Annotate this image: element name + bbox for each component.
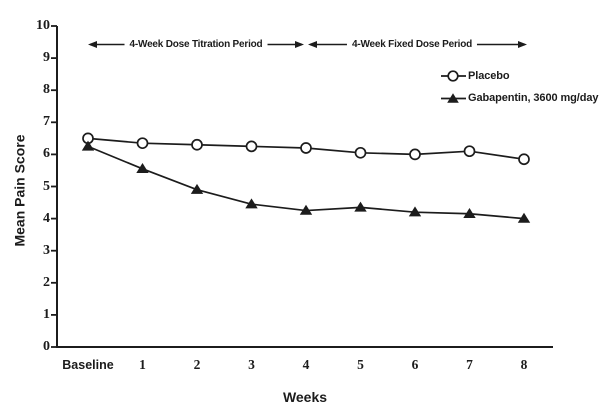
marker-open-circle-icon [463, 145, 476, 158]
x-tick-label-baseline: Baseline [62, 358, 114, 372]
marker-open-circle-icon [518, 153, 530, 166]
legend-label-placebo: Placebo [468, 70, 510, 82]
y-tick-label: 9 [43, 50, 50, 66]
x-tick-label: 8 [520, 357, 528, 372]
marker-filled-triangle-icon [299, 204, 313, 215]
y-tick-label: 6 [43, 146, 50, 162]
marker-open-circle-icon [136, 137, 149, 150]
marker-open-circle-icon [191, 138, 203, 151]
x-axis-title: Weeks [282, 389, 328, 405]
y-tick-label: 4 [43, 210, 50, 226]
x-tick-label: 2 [193, 357, 201, 372]
x-tick-label: 4 [302, 357, 310, 372]
legend-filled-triangle-icon [447, 93, 459, 103]
x-tick-label: 6 [411, 357, 419, 372]
y-tick-label: 2 [43, 274, 50, 290]
legend-open-circle-icon [447, 70, 459, 82]
marker-filled-triangle-icon [81, 140, 95, 151]
x-tick-label: 1 [139, 357, 146, 372]
annotation-fixed-dose-period: 4-Week Fixed Dose Period [346, 39, 478, 50]
marker-filled-triangle-icon [136, 163, 149, 174]
arrowhead-left-icon [308, 41, 317, 48]
marker-open-circle-icon [409, 148, 421, 161]
marker-filled-triangle-icon [463, 207, 476, 218]
marker-filled-triangle-icon [354, 201, 367, 212]
marker-open-circle-icon [300, 142, 312, 154]
y-tick-label: 8 [43, 82, 50, 98]
marker-filled-triangle-icon [408, 206, 422, 217]
annotation-dose-titration-period: 4-Week Dose Titration Period [124, 39, 268, 50]
marker-filled-triangle-icon [517, 212, 531, 223]
x-tick-label: 3 [248, 357, 255, 372]
marker-filled-triangle-icon [245, 198, 258, 209]
y-tick-label: 7 [43, 114, 50, 130]
marker-open-circle-icon [354, 146, 367, 159]
arrowhead-right-icon [295, 41, 304, 48]
arrowhead-right-icon [518, 41, 527, 48]
x-tick-label: 7 [466, 357, 473, 372]
marker-filled-triangle-icon [190, 183, 204, 194]
y-tick-label: 3 [43, 242, 50, 258]
x-tick-label: 5 [357, 357, 364, 372]
marker-open-circle-icon [245, 140, 258, 153]
y-tick-label: 10 [36, 18, 50, 33]
y-tick-label: 1 [43, 306, 50, 322]
y-tick-label: 5 [43, 178, 50, 194]
arrowhead-left-icon [88, 41, 97, 48]
y-tick-label: 0 [43, 339, 50, 354]
legend-label-gabapentin: Gabapentin, 3600 mg/day [468, 92, 599, 104]
